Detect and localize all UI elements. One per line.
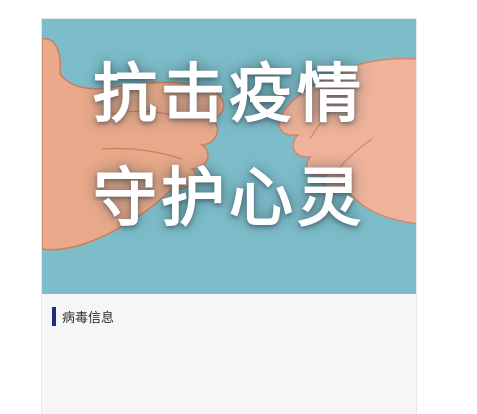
- banner-headline-1: 抗击疫情: [93, 57, 365, 132]
- banner-image[interactable]: 抗击疫情 守护心灵: [42, 19, 416, 294]
- news-card: 抗击疫情 守护心灵 病毒信息: [41, 18, 417, 414]
- banner-headline-2: 守护心灵: [93, 161, 365, 236]
- section-accent-bar: [52, 306, 56, 326]
- left-hand-shape: [42, 38, 225, 251]
- section-title[interactable]: 病毒信息: [62, 310, 115, 326]
- section-header: 病毒信息: [52, 306, 114, 326]
- right-hand-shape: [278, 57, 416, 225]
- hands-illustration: [42, 38, 416, 251]
